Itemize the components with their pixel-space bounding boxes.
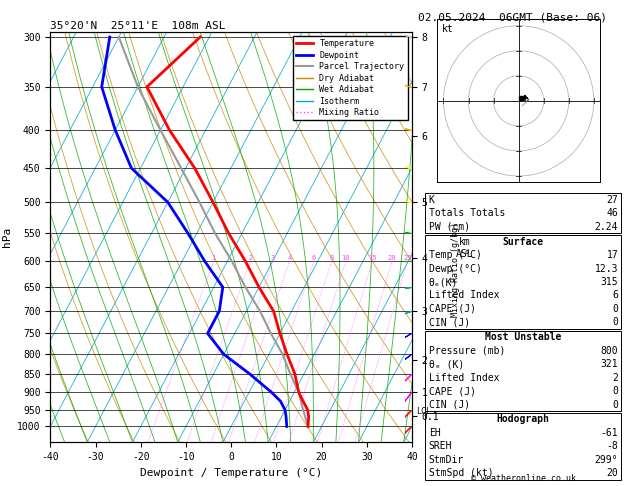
Text: 17: 17 bbox=[606, 250, 618, 260]
Text: 0: 0 bbox=[612, 317, 618, 328]
Text: 46: 46 bbox=[606, 208, 618, 218]
Text: Most Unstable: Most Unstable bbox=[485, 332, 561, 342]
X-axis label: Dewpoint / Temperature (°C): Dewpoint / Temperature (°C) bbox=[140, 468, 322, 478]
Text: 2.24: 2.24 bbox=[594, 222, 618, 232]
Text: 15: 15 bbox=[369, 255, 377, 261]
Text: Pressure (mb): Pressure (mb) bbox=[429, 346, 505, 356]
Text: SREH: SREH bbox=[429, 441, 452, 451]
Text: kt: kt bbox=[442, 24, 454, 35]
Text: 315: 315 bbox=[601, 277, 618, 287]
Text: EH: EH bbox=[429, 428, 440, 438]
Text: 321: 321 bbox=[601, 359, 618, 369]
Text: 4: 4 bbox=[287, 255, 292, 261]
Text: Dewp (°C): Dewp (°C) bbox=[429, 263, 482, 274]
Text: © weatheronline.co.uk: © weatheronline.co.uk bbox=[472, 474, 576, 483]
Text: Hodograph: Hodograph bbox=[496, 415, 549, 424]
Text: 6: 6 bbox=[311, 255, 316, 261]
Text: 800: 800 bbox=[601, 346, 618, 356]
Text: CAPE (J): CAPE (J) bbox=[429, 386, 476, 396]
Text: K: K bbox=[429, 195, 435, 205]
Text: 02.05.2024  06GMT (Base: 06): 02.05.2024 06GMT (Base: 06) bbox=[418, 12, 607, 22]
Text: 3: 3 bbox=[270, 255, 275, 261]
Bar bbox=[425, 235, 621, 329]
Text: Temp (°C): Temp (°C) bbox=[429, 250, 482, 260]
Legend: Temperature, Dewpoint, Parcel Trajectory, Dry Adiabat, Wet Adiabat, Isotherm, Mi: Temperature, Dewpoint, Parcel Trajectory… bbox=[293, 36, 408, 121]
Text: 2: 2 bbox=[248, 255, 252, 261]
Text: θₑ (K): θₑ (K) bbox=[429, 359, 464, 369]
Text: -61: -61 bbox=[601, 428, 618, 438]
Text: 12.3: 12.3 bbox=[594, 263, 618, 274]
Text: θₑ(K): θₑ(K) bbox=[429, 277, 458, 287]
Y-axis label: km
ASL: km ASL bbox=[455, 237, 473, 259]
Text: PW (cm): PW (cm) bbox=[429, 222, 470, 232]
Text: 0: 0 bbox=[612, 304, 618, 314]
Text: 299°: 299° bbox=[594, 455, 618, 465]
Text: 25: 25 bbox=[403, 255, 412, 261]
Text: -8: -8 bbox=[606, 441, 618, 451]
Text: Lifted Index: Lifted Index bbox=[429, 373, 499, 382]
Text: 0: 0 bbox=[612, 386, 618, 396]
Text: CIN (J): CIN (J) bbox=[429, 399, 470, 410]
Text: 20: 20 bbox=[388, 255, 396, 261]
Text: Totals Totals: Totals Totals bbox=[429, 208, 505, 218]
Bar bbox=[425, 413, 621, 480]
Text: 8: 8 bbox=[330, 255, 334, 261]
Text: StmDir: StmDir bbox=[429, 455, 464, 465]
Text: 6: 6 bbox=[612, 291, 618, 300]
Text: LCL: LCL bbox=[416, 407, 431, 416]
Text: 27: 27 bbox=[606, 195, 618, 205]
Bar bbox=[425, 193, 621, 233]
Text: StmSpd (kt): StmSpd (kt) bbox=[429, 469, 493, 478]
Y-axis label: hPa: hPa bbox=[1, 227, 11, 247]
Bar bbox=[425, 330, 621, 411]
Text: 35°20'N  25°11'E  108m ASL: 35°20'N 25°11'E 108m ASL bbox=[50, 21, 226, 31]
Text: 20: 20 bbox=[606, 469, 618, 478]
Text: CAPE (J): CAPE (J) bbox=[429, 304, 476, 314]
Text: 10: 10 bbox=[342, 255, 350, 261]
Text: Lifted Index: Lifted Index bbox=[429, 291, 499, 300]
Text: 0: 0 bbox=[612, 399, 618, 410]
Text: Mixing Ratio (g/kg): Mixing Ratio (g/kg) bbox=[451, 222, 460, 317]
Text: Surface: Surface bbox=[503, 237, 543, 247]
Text: CIN (J): CIN (J) bbox=[429, 317, 470, 328]
Text: 2: 2 bbox=[612, 373, 618, 382]
Text: 1: 1 bbox=[211, 255, 216, 261]
